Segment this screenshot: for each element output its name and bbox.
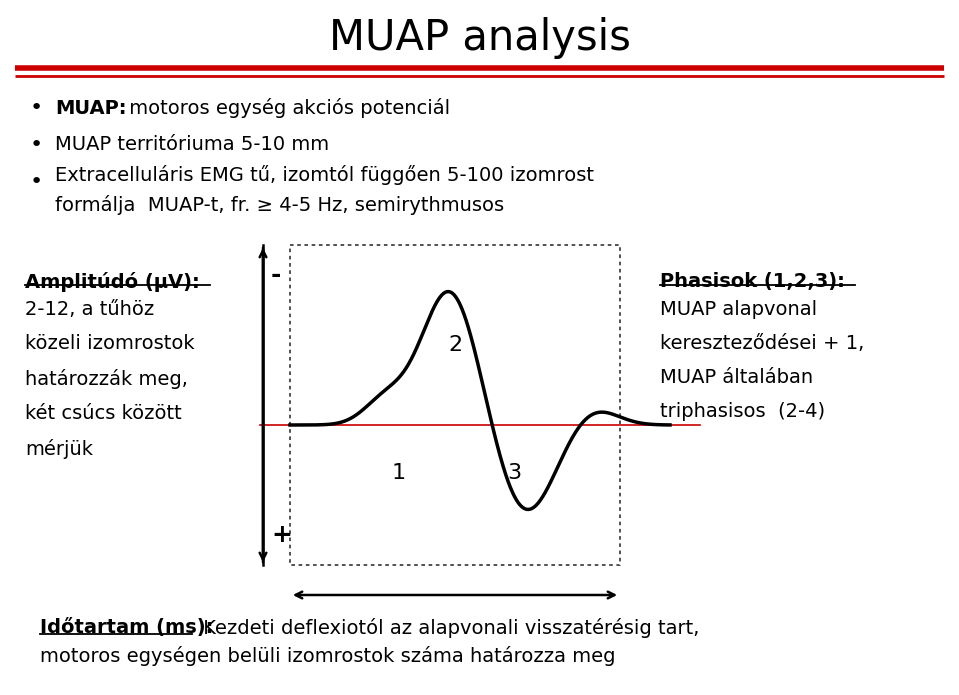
Text: •: • [30, 98, 43, 118]
Text: motoros egységen belüli izomrostok száma határozza meg: motoros egységen belüli izomrostok száma… [40, 646, 616, 666]
Text: MUAP alapvonal
kereszteződései + 1,
MUAP általában
triphasisos  (2-4): MUAP alapvonal kereszteződései + 1, MUAP… [660, 300, 864, 421]
Text: MUAP territóriuma 5-10 mm: MUAP territóriuma 5-10 mm [55, 136, 329, 154]
Text: 3: 3 [507, 463, 522, 483]
Text: motoros egység akciós potenciál: motoros egység akciós potenciál [123, 98, 450, 118]
Text: formálja  MUAP-t, fr. ≥ 4-5 Hz, semirythmusos: formálja MUAP-t, fr. ≥ 4-5 Hz, semirythm… [55, 195, 504, 215]
Text: •: • [30, 172, 43, 192]
Text: Kezdeti deflexiotól az alapvonali visszatérésig tart,: Kezdeti deflexiotól az alapvonali vissza… [197, 618, 699, 638]
Text: 2-12, a tűhöz
közeli izomrostok
határozzák meg,
két csúcs között
mérjük: 2-12, a tűhöz közeli izomrostok határozz… [25, 300, 195, 459]
Text: Phasisok (1,2,3):: Phasisok (1,2,3): [660, 272, 845, 291]
Text: +: + [271, 523, 292, 547]
Text: Extracelluláris EMG tű, izomtól függően 5-100 izomrost: Extracelluláris EMG tű, izomtól függően … [55, 165, 594, 185]
Text: MUAP analysis: MUAP analysis [329, 17, 630, 59]
Text: 1: 1 [392, 463, 406, 483]
Text: 2: 2 [448, 335, 462, 355]
Text: MUAP:: MUAP: [55, 99, 127, 117]
Text: •: • [30, 135, 43, 155]
Text: Amplitúdó (μV):: Amplitúdó (μV): [25, 272, 199, 292]
Text: -: - [271, 263, 281, 287]
Text: Időtartam (ms):: Időtartam (ms): [40, 618, 213, 637]
